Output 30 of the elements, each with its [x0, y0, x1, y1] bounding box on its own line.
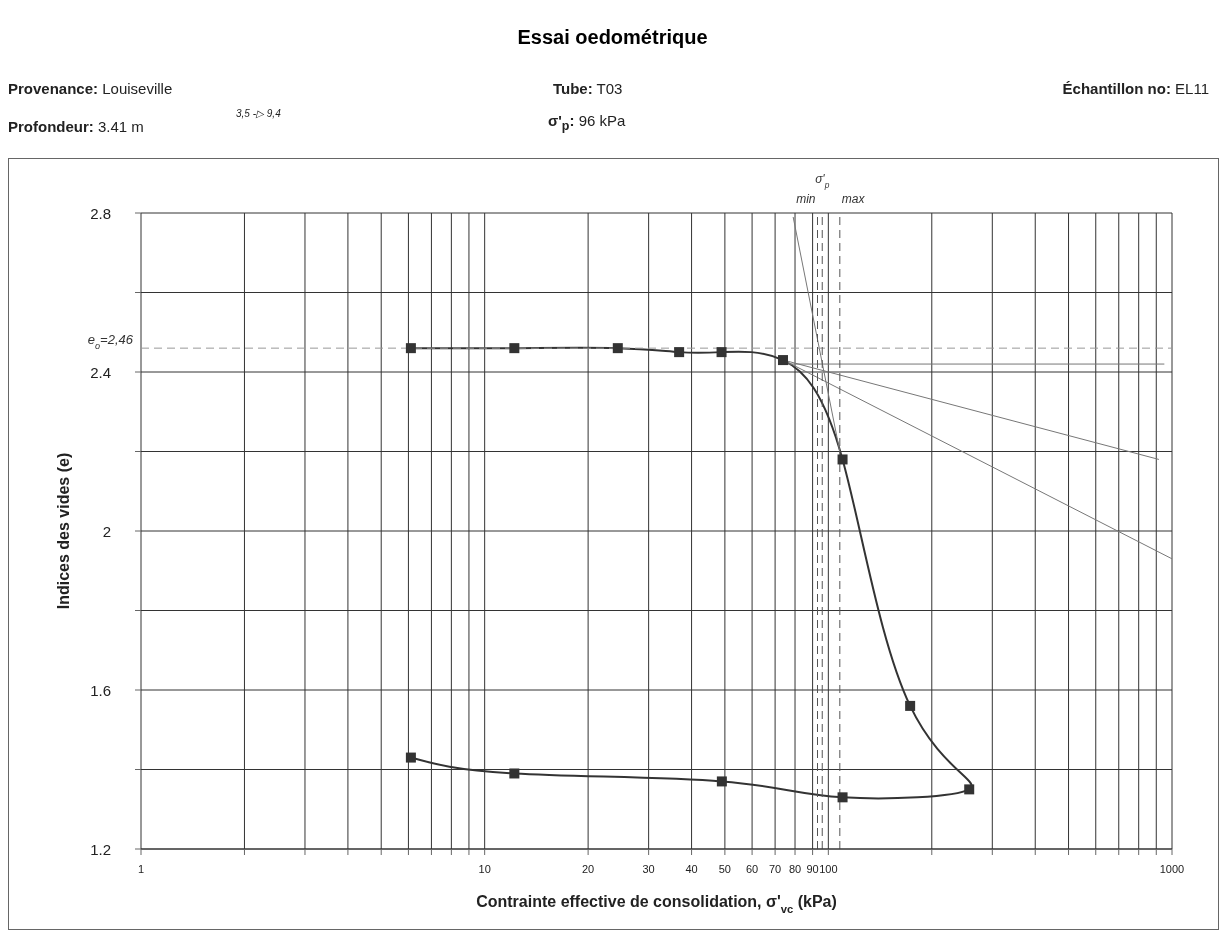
x-tick-label: 20 [582, 863, 595, 875]
y-axis-title: Indices des vides (e) [55, 452, 72, 610]
text: σ'$_{p}$: 96 kPa [548, 112, 626, 133]
x-tick-label: 1000 [1159, 863, 1185, 875]
x-tick-label: 90 [806, 863, 819, 875]
x-tick-label: 40 [685, 863, 698, 875]
text: Échantillon no: EL11 [1062, 80, 1209, 97]
ref-line-label: min [796, 192, 816, 206]
ref-line-label: σ'$_{p}$ [815, 172, 830, 190]
x-tick-label: 60 [745, 863, 759, 875]
x-axis-title: Contrainte effective de consolidation, σ'$_{vc}$ (kPa) [476, 893, 837, 915]
x-tick-label: 10 [478, 863, 491, 875]
text: Profondeur: 3.41 m [8, 118, 144, 135]
text: Tube: T03 [553, 80, 623, 97]
y-tick-label: 2 [102, 523, 111, 540]
x-tick-label: 30 [642, 863, 655, 875]
x-tick-label: 100 [819, 863, 838, 875]
text: 3,5 -▷ 9,4 [236, 108, 281, 119]
ref-line-label: max [841, 192, 866, 206]
y-tick-label: 2.8 [90, 205, 111, 222]
y-tick-label: 1.2 [90, 841, 111, 858]
x-tick-label: 70 [768, 863, 782, 875]
y-tick-label: 2.4 [90, 364, 111, 381]
x-tick-label: 1 [137, 863, 145, 875]
chart-title: Essai oedométrique [516, 26, 709, 49]
x-tick-label: 50 [718, 863, 731, 875]
ref-line-label: e$_{o}$=2,46 [87, 332, 134, 352]
x-tick-label: 80 [788, 863, 802, 875]
text: Provenance: Louiseville [8, 80, 173, 97]
y-tick-label: 1.6 [90, 682, 111, 699]
